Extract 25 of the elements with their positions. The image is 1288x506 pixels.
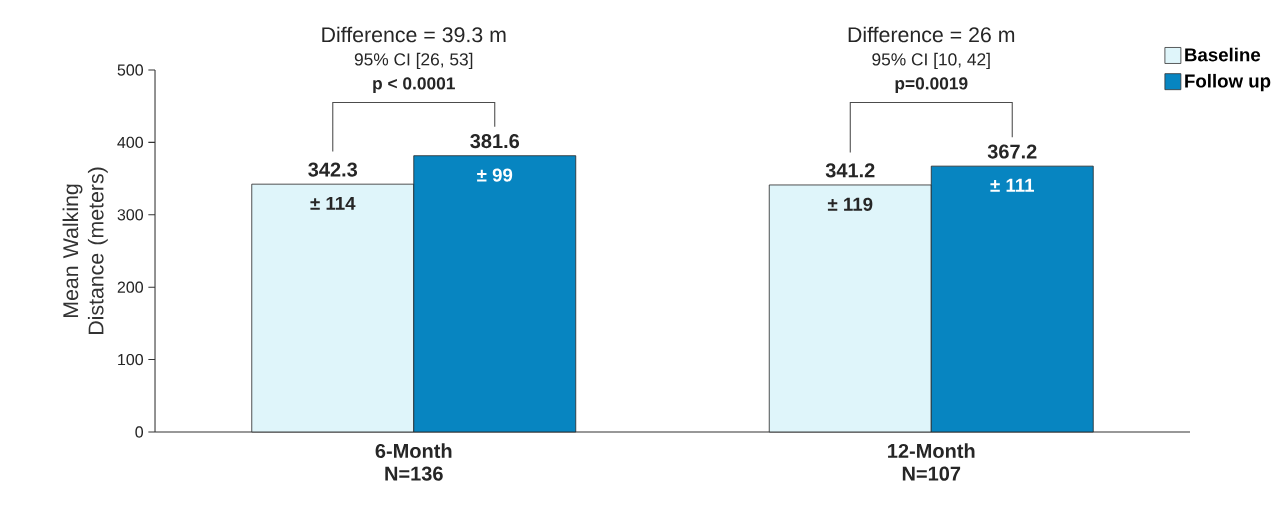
y-tick-label: 100 (118, 353, 144, 366)
data-label: 381.6 (470, 134, 520, 149)
legend-label: Baseline (1185, 47, 1261, 62)
text: 95% CI [26, 53] (354, 52, 473, 69)
annotation: ± 114 (310, 196, 356, 210)
legend-label: Follow up (1185, 73, 1271, 92)
text: Difference = 39.3 m (322, 26, 506, 43)
y-tick-label: 500 (117, 64, 144, 76)
text: Difference = 26 m (848, 26, 1015, 43)
x-tick-label: 6-Month N=136 (375, 443, 452, 481)
data-label: 341.2 (825, 163, 875, 178)
annotation: ± 99 (477, 168, 513, 182)
annotation: p=0.0019 (895, 77, 968, 93)
data-label: 342.3 (308, 162, 358, 177)
y-tick-label: 300 (117, 209, 144, 221)
x-tick-label: 12-Month N=107 (888, 443, 975, 481)
annotation: p < 0.0001 (373, 77, 455, 93)
y-tick-label: 400 (117, 136, 144, 149)
annotation: ± 111 (990, 178, 1034, 192)
y-axis-title: Mean Walking Distance (meters) (62, 167, 108, 334)
text: 95% CI [10, 42] (872, 52, 990, 69)
y-tick-label: 200 (117, 281, 144, 293)
y-tick-label: 0 (135, 426, 144, 438)
data-label: 367.2 (987, 144, 1037, 159)
annotation: ± 119 (827, 197, 873, 211)
